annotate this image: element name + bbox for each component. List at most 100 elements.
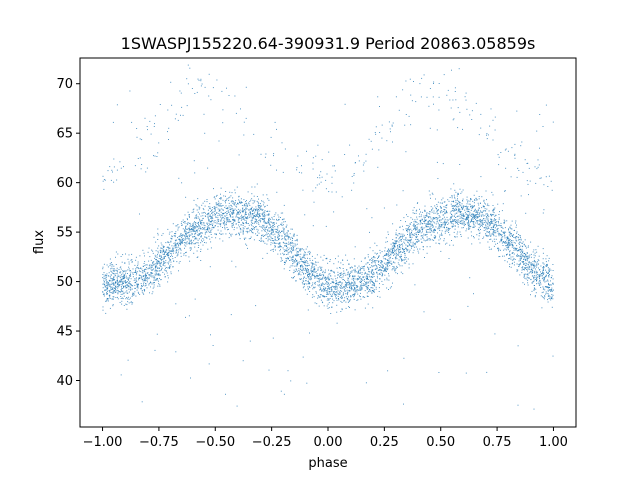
data-point	[515, 249, 517, 251]
data-point	[534, 261, 536, 263]
data-point	[113, 270, 115, 272]
data-point	[491, 219, 493, 221]
data-point	[419, 231, 420, 233]
data-point	[507, 247, 509, 249]
data-point	[326, 305, 328, 307]
data-point	[502, 231, 504, 233]
data-point	[354, 275, 356, 277]
data-point	[242, 208, 243, 210]
data-point	[182, 219, 184, 221]
data-point	[388, 261, 390, 263]
data-point	[509, 257, 511, 259]
data-point	[256, 212, 258, 214]
data-point	[238, 224, 240, 226]
data-point	[287, 258, 289, 260]
data-point	[365, 272, 367, 274]
data-point	[160, 252, 161, 254]
data-point	[141, 271, 143, 273]
data-point	[305, 265, 307, 267]
data-point	[371, 276, 373, 278]
data-point	[195, 204, 197, 206]
data-point	[407, 225, 409, 227]
data-point	[114, 292, 116, 293]
data-point	[445, 205, 447, 207]
data-point	[521, 250, 523, 252]
data-point	[296, 265, 298, 267]
data-point	[458, 208, 459, 210]
data-point	[415, 229, 417, 231]
data-point	[189, 241, 190, 243]
data-point	[297, 261, 299, 263]
data-point	[193, 208, 195, 210]
data-point	[300, 253, 302, 255]
data-point	[519, 241, 521, 243]
data-point	[140, 288, 142, 290]
data-point	[495, 235, 497, 237]
data-point	[220, 219, 222, 221]
data-point	[477, 211, 479, 213]
data-point	[153, 263, 155, 265]
data-point	[455, 219, 457, 221]
data-point	[473, 213, 475, 215]
data-point	[102, 268, 104, 270]
data-point	[363, 276, 365, 278]
data-point	[207, 248, 209, 250]
data-point	[285, 249, 286, 251]
data-point	[298, 272, 299, 274]
data-point	[216, 206, 218, 208]
data-point	[347, 292, 349, 294]
data-point	[498, 222, 499, 224]
data-point	[533, 267, 535, 269]
data-point	[149, 275, 151, 277]
data-point	[160, 242, 162, 244]
data-point	[365, 284, 367, 286]
data-point	[396, 258, 398, 260]
data-point	[248, 209, 250, 211]
data-point	[250, 236, 252, 238]
data-point	[222, 209, 224, 211]
data-point	[151, 266, 153, 268]
data-point	[509, 233, 511, 235]
data-point	[392, 223, 394, 225]
data-point	[258, 223, 260, 225]
data-point	[506, 247, 508, 249]
data-point	[179, 244, 181, 246]
data-point	[307, 274, 308, 276]
data-point	[307, 274, 309, 275]
data-point	[183, 231, 185, 233]
data-point	[243, 230, 244, 232]
data-point	[231, 192, 233, 194]
data-point	[384, 269, 385, 271]
data-point	[150, 282, 152, 284]
data-point	[105, 285, 107, 287]
data-point	[199, 219, 201, 221]
data-point	[526, 257, 528, 259]
data-point	[427, 222, 429, 224]
data-point	[217, 205, 219, 207]
data-point	[451, 216, 453, 218]
data-point	[161, 257, 163, 259]
data-point	[387, 265, 389, 267]
data-point	[207, 227, 208, 229]
data-point	[196, 226, 198, 228]
data-point	[115, 287, 116, 289]
data-point	[357, 293, 359, 295]
data-point	[498, 250, 499, 252]
data-point	[494, 219, 496, 221]
data-point	[339, 297, 341, 299]
data-point	[165, 262, 167, 264]
data-point	[173, 248, 174, 250]
data-point	[288, 237, 289, 239]
data-point	[317, 261, 319, 263]
data-point	[314, 275, 316, 277]
data-point	[506, 236, 508, 238]
data-point	[496, 225, 498, 227]
data-point	[119, 280, 121, 282]
data-point	[157, 250, 159, 252]
data-point	[193, 199, 195, 201]
data-point	[211, 236, 213, 238]
data-point	[258, 220, 260, 222]
data-point	[177, 229, 179, 231]
data-point	[144, 285, 146, 287]
data-point	[279, 244, 281, 246]
